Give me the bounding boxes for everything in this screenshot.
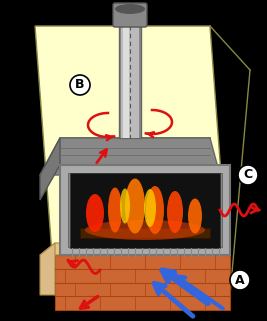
Ellipse shape bbox=[115, 4, 145, 14]
Ellipse shape bbox=[86, 194, 104, 232]
Bar bbox=[119, 5, 141, 138]
Bar bbox=[55, 255, 230, 310]
Polygon shape bbox=[60, 138, 210, 165]
Circle shape bbox=[230, 270, 250, 290]
Polygon shape bbox=[40, 243, 230, 255]
Text: B: B bbox=[75, 79, 85, 91]
Bar bbox=[80, 228, 210, 238]
Polygon shape bbox=[40, 138, 220, 175]
Bar bbox=[70, 173, 220, 248]
Bar bbox=[123, 10, 129, 138]
Ellipse shape bbox=[120, 188, 130, 223]
Text: C: C bbox=[244, 169, 253, 181]
Polygon shape bbox=[35, 26, 230, 295]
Ellipse shape bbox=[188, 198, 202, 233]
Bar bbox=[121, 10, 139, 138]
Polygon shape bbox=[40, 243, 55, 295]
Circle shape bbox=[238, 165, 258, 185]
Bar bbox=[68, 173, 222, 247]
Ellipse shape bbox=[108, 187, 122, 232]
Ellipse shape bbox=[125, 178, 145, 233]
Ellipse shape bbox=[146, 186, 164, 234]
Polygon shape bbox=[40, 138, 60, 200]
Ellipse shape bbox=[144, 189, 156, 227]
FancyBboxPatch shape bbox=[113, 3, 147, 27]
Text: A: A bbox=[235, 273, 245, 287]
Circle shape bbox=[70, 75, 90, 95]
Ellipse shape bbox=[85, 220, 205, 240]
Ellipse shape bbox=[167, 191, 183, 233]
Bar bbox=[60, 165, 230, 255]
